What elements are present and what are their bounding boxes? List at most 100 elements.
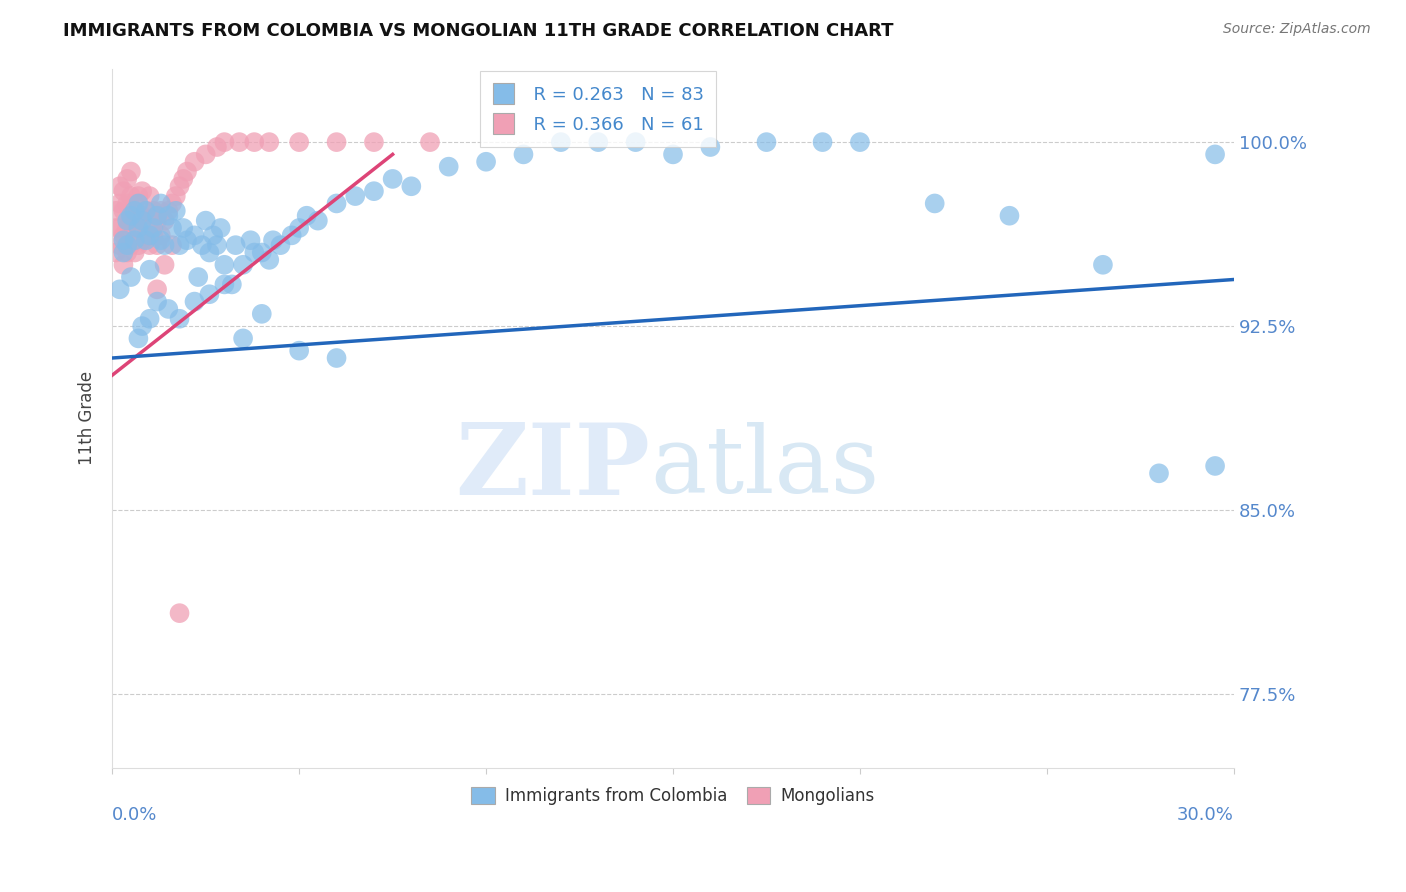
Point <box>363 184 385 198</box>
Point <box>112 258 135 272</box>
Point <box>108 282 131 296</box>
Point <box>202 228 225 243</box>
Point <box>112 245 135 260</box>
Point <box>135 203 157 218</box>
Point <box>124 203 146 218</box>
Point <box>160 221 183 235</box>
Point <box>176 233 198 247</box>
Point <box>239 233 262 247</box>
Point <box>288 343 311 358</box>
Point <box>115 196 138 211</box>
Point <box>194 213 217 227</box>
Point <box>138 228 160 243</box>
Point <box>381 172 404 186</box>
Point <box>115 213 138 227</box>
Point <box>344 189 367 203</box>
Point <box>288 135 311 149</box>
Point <box>165 203 187 218</box>
Point <box>127 189 149 203</box>
Point <box>127 238 149 252</box>
Text: atlas: atlas <box>651 422 880 512</box>
Point <box>183 294 205 309</box>
Point <box>250 245 273 260</box>
Point <box>160 196 183 211</box>
Point <box>157 301 180 316</box>
Point <box>924 196 946 211</box>
Point <box>699 140 721 154</box>
Point <box>811 135 834 149</box>
Point <box>512 147 534 161</box>
Point <box>198 245 221 260</box>
Point <box>108 238 131 252</box>
Point <box>120 238 142 252</box>
Text: ZIP: ZIP <box>456 418 651 516</box>
Point <box>624 135 647 149</box>
Point <box>146 213 169 227</box>
Point <box>165 189 187 203</box>
Point <box>115 238 138 252</box>
Point <box>662 147 685 161</box>
Point <box>135 228 157 243</box>
Point <box>120 209 142 223</box>
Point <box>191 238 214 252</box>
Point <box>138 189 160 203</box>
Point <box>135 233 157 247</box>
Point <box>401 179 423 194</box>
Point <box>157 203 180 218</box>
Point <box>108 196 131 211</box>
Point <box>157 209 180 223</box>
Point <box>363 135 385 149</box>
Point <box>108 179 131 194</box>
Point <box>115 245 138 260</box>
Point <box>153 213 176 227</box>
Point <box>437 160 460 174</box>
Point <box>124 221 146 235</box>
Point <box>209 221 232 235</box>
Point <box>205 238 228 252</box>
Point <box>194 147 217 161</box>
Y-axis label: 11th Grade: 11th Grade <box>79 371 96 465</box>
Point <box>280 228 302 243</box>
Point <box>127 331 149 345</box>
Point <box>205 140 228 154</box>
Point <box>149 196 172 211</box>
Text: 30.0%: 30.0% <box>1177 806 1234 824</box>
Point <box>149 203 172 218</box>
Point <box>120 189 142 203</box>
Point <box>187 270 209 285</box>
Point <box>104 203 127 218</box>
Point <box>259 135 281 149</box>
Point <box>232 331 254 345</box>
Point <box>586 135 609 149</box>
Point <box>307 213 329 227</box>
Point <box>262 233 284 247</box>
Point <box>127 221 149 235</box>
Point <box>172 172 194 186</box>
Point <box>169 311 191 326</box>
Point <box>138 238 160 252</box>
Point <box>1204 458 1226 473</box>
Point <box>142 228 165 243</box>
Point <box>198 287 221 301</box>
Point <box>149 228 172 243</box>
Point <box>295 209 318 223</box>
Text: Source: ZipAtlas.com: Source: ZipAtlas.com <box>1223 22 1371 37</box>
Point <box>176 164 198 178</box>
Point <box>112 233 135 247</box>
Point <box>131 184 153 198</box>
Point <box>124 245 146 260</box>
Point <box>169 238 191 252</box>
Point <box>108 221 131 235</box>
Point <box>160 238 183 252</box>
Point <box>225 238 247 252</box>
Text: IMMIGRANTS FROM COLOMBIA VS MONGOLIAN 11TH GRADE CORRELATION CHART: IMMIGRANTS FROM COLOMBIA VS MONGOLIAN 11… <box>63 22 894 40</box>
Point <box>127 196 149 211</box>
Point <box>755 135 778 149</box>
Point <box>183 154 205 169</box>
Point <box>104 245 127 260</box>
Point <box>849 135 872 149</box>
Point <box>142 221 165 235</box>
Point <box>259 252 281 267</box>
Point <box>115 221 138 235</box>
Point <box>153 258 176 272</box>
